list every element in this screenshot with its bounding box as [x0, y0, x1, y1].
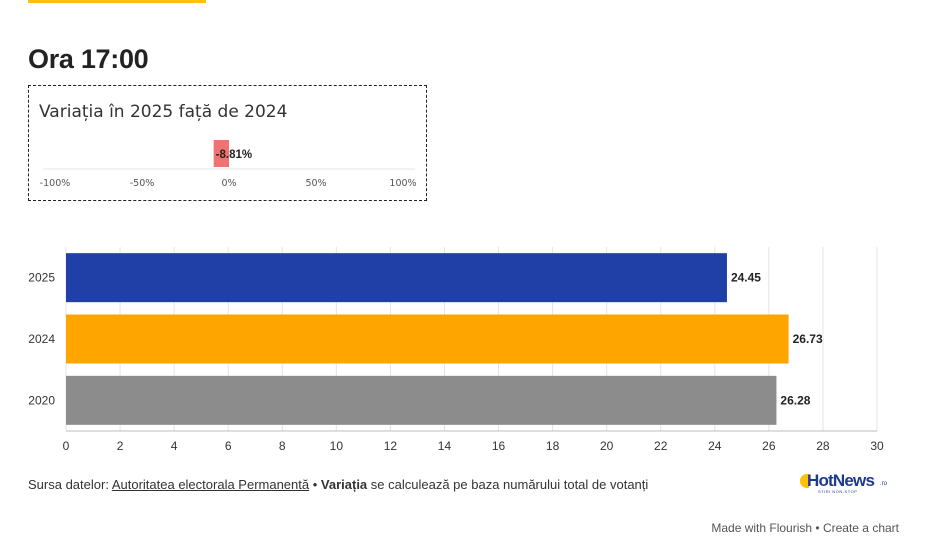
variation-tick-label: 0% [221, 178, 236, 189]
x-tick-label: 0 [63, 439, 70, 453]
bar-value-label: 26.73 [793, 332, 823, 346]
source-prefix: Sursa datelor: [28, 477, 112, 492]
x-tick-label: 10 [330, 439, 344, 453]
bar-2025 [66, 253, 727, 303]
variation-tick-label: -100% [40, 178, 71, 189]
x-tick-label: 30 [870, 439, 884, 453]
x-tick-label: 28 [816, 439, 830, 453]
bar-2024 [66, 314, 789, 364]
x-tick-label: 18 [546, 439, 560, 453]
x-tick-label: 14 [438, 439, 452, 453]
credits-separator: • [812, 521, 823, 535]
x-tick-label: 2 [117, 439, 124, 453]
note-bold: Variația [320, 477, 368, 492]
x-tick-label: 26 [762, 439, 776, 453]
category-label: 2020 [28, 393, 55, 407]
variation-value-label: -8.81% [216, 149, 252, 161]
category-label: 2025 [28, 271, 55, 285]
x-tick-label: 6 [225, 439, 232, 453]
create-chart-link[interactable]: Create a chart [822, 521, 899, 535]
x-tick-label: 20 [600, 439, 614, 453]
bar-2020 [66, 375, 777, 425]
variation-tick-label: -50% [130, 178, 155, 189]
flourish-credits: Made with Flourish • Create a chart [711, 521, 899, 535]
variation-tick-label: 50% [305, 178, 326, 189]
x-tick-label: 8 [279, 439, 286, 453]
logo-mark-icon [800, 474, 809, 488]
made-with-flourish-link[interactable]: Made with Flourish [711, 521, 813, 535]
logo-suffix: .ro [880, 481, 888, 487]
chart-title: Ora 17:00 [28, 44, 149, 74]
variation-title: Variația în 2025 față de 2024 [39, 102, 288, 122]
x-tick-label: 16 [492, 439, 506, 453]
bar-value-label: 24.45 [731, 271, 761, 285]
x-tick-label: 4 [171, 439, 178, 453]
source-link[interactable]: Autoritatea electorala Permanentă [111, 477, 310, 492]
hotnews-logo[interactable]: HotNews .ro STIRI NON-STOP [800, 470, 892, 494]
note-text: se calculează pe baza numărului total de… [367, 477, 649, 492]
category-label: 2024 [28, 332, 55, 346]
footer-separator: • [309, 477, 321, 492]
variation-box: Variația în 2025 față de 2024 -8.81% -100… [28, 85, 427, 201]
logo-tagline: STIRI NON-STOP [818, 489, 858, 494]
x-tick-label: 24 [708, 439, 722, 453]
variation-tick-label: 100% [389, 178, 416, 189]
footer-source: Sursa datelor: Autoritatea electorala Pe… [28, 477, 648, 492]
bar-value-label: 26.28 [780, 393, 810, 407]
variation-chart: -8.81% -100% -50% 0% 50% 100% [40, 140, 417, 189]
x-tick-label: 12 [384, 439, 398, 453]
logo-text: HotNews [807, 471, 875, 490]
x-tick-label: 22 [654, 439, 668, 453]
variation-bar [213, 140, 229, 167]
top-accent-bar [28, 0, 206, 3]
